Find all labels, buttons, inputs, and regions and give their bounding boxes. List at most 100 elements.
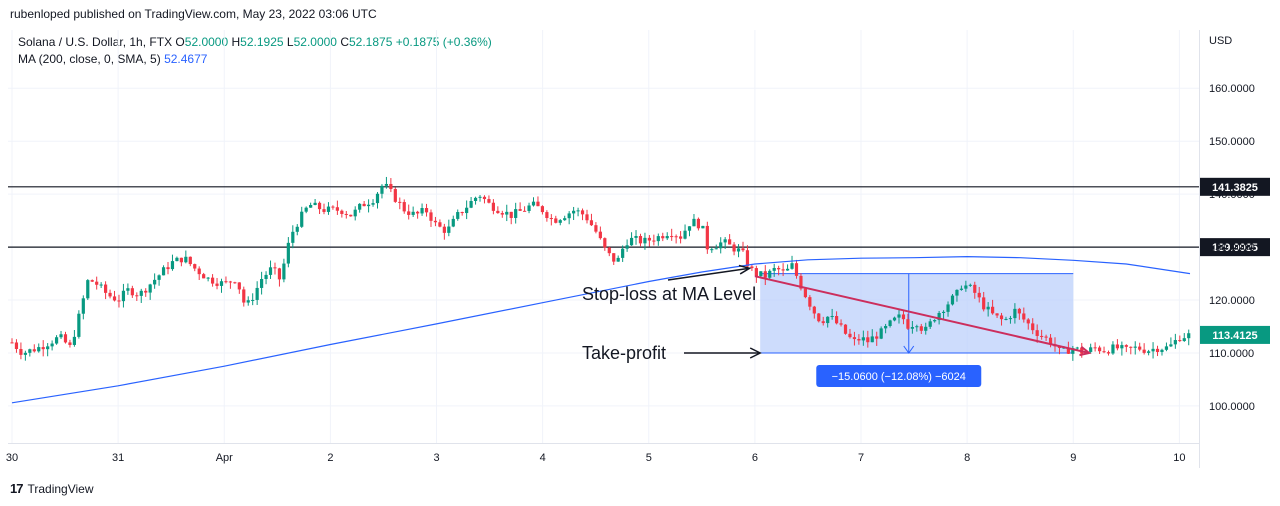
candle-body [375, 193, 380, 204]
candle-body [420, 208, 424, 214]
candle-body [1044, 336, 1048, 338]
candle-body [161, 267, 166, 276]
candle-body [1026, 319, 1030, 324]
candle-body [295, 226, 299, 232]
candle-body [99, 284, 103, 286]
candle-body [112, 296, 117, 301]
candle-body [772, 267, 776, 271]
candle-body [384, 183, 389, 186]
candle-body [995, 313, 999, 316]
candle-body [518, 209, 522, 211]
candle-body [826, 316, 830, 324]
candle-body [531, 201, 536, 206]
candle-body [1151, 348, 1155, 352]
candle-body [580, 210, 585, 215]
candle-body [1187, 333, 1191, 339]
candle-body [1133, 346, 1137, 348]
measure-label: −15.0600 (−12.08%) −6024 [832, 371, 966, 383]
candle-body [215, 283, 219, 286]
candle-body [745, 250, 750, 267]
candle-body [754, 268, 758, 277]
candle-body [892, 317, 897, 321]
candle-body [514, 209, 518, 218]
candle-body [402, 202, 406, 212]
candle-body [335, 207, 339, 211]
candle-body [714, 248, 718, 250]
candle-body [54, 337, 59, 344]
moving-average-line[interactable] [11, 255, 1191, 404]
candle-body [90, 280, 94, 282]
candle-body [750, 266, 754, 269]
candle-body [977, 292, 981, 298]
candle-body [799, 275, 803, 289]
candle-body [496, 210, 500, 214]
candle-body [848, 333, 852, 338]
candle-body [919, 326, 923, 331]
annotation-take-profit: Take-profit [582, 343, 666, 363]
candle-body [736, 248, 741, 252]
candle-body [870, 336, 874, 343]
candle-body [170, 261, 175, 270]
candle-body [179, 257, 183, 263]
candle-body [884, 325, 888, 329]
candle-body [843, 324, 848, 334]
candle-body [830, 316, 834, 318]
candle-body [77, 313, 81, 337]
candle-body [701, 225, 705, 229]
y-tick-label: 100.0000 [1209, 401, 1255, 413]
candle-body [763, 271, 767, 278]
candle-body [429, 212, 433, 221]
candle-body [959, 288, 964, 290]
candle-body [785, 268, 790, 271]
candle-body [1071, 348, 1075, 354]
candle-body [549, 218, 553, 220]
candle-body [1129, 346, 1133, 348]
candle-body [210, 277, 215, 284]
candle-body [41, 347, 45, 350]
candle-body [1022, 313, 1026, 320]
x-tick-label: 2 [327, 452, 333, 464]
candle-body [554, 218, 558, 223]
candle-body [86, 280, 90, 299]
candle-body [1048, 337, 1053, 345]
footer-brand[interactable]: 17 TradingView [10, 481, 94, 496]
candle-body [946, 304, 950, 312]
x-tick-label: 8 [964, 452, 970, 464]
candle-body [260, 278, 264, 288]
candle-body [915, 326, 919, 328]
candle-body [358, 203, 362, 210]
candle-body [1106, 352, 1111, 354]
candle-body [879, 328, 883, 339]
candle-body [1017, 308, 1021, 314]
candle-body [732, 244, 736, 252]
candle-body [81, 298, 85, 314]
x-tick-label: 5 [646, 452, 652, 464]
candle-body [621, 248, 625, 258]
x-tick-label: 3 [433, 452, 439, 464]
candle-body [638, 235, 643, 244]
candle-body [237, 282, 241, 290]
candle-body [473, 197, 478, 202]
trendline[interactable] [754, 275, 1090, 354]
candle-body [228, 281, 233, 283]
candle-body [14, 342, 19, 350]
ma-label[interactable]: MA (200, close, 0, SMA, 5) [18, 52, 161, 66]
candle-body [683, 230, 687, 239]
candle-body [291, 231, 295, 243]
candle-body [603, 238, 607, 248]
candle-body [634, 235, 638, 238]
candle-body [478, 196, 482, 198]
candle-body [594, 225, 598, 232]
symbol-label[interactable]: Solana / U.S. Dollar, 1h, FTX [18, 35, 173, 49]
candle-body [197, 268, 201, 275]
candle-body [144, 290, 148, 293]
candle-body [768, 270, 772, 278]
candle-body [344, 213, 348, 215]
x-tick-label: 30 [6, 452, 18, 464]
tradingview-brand: TradingView [27, 481, 94, 496]
candle-body [928, 321, 932, 327]
candle-body [1173, 340, 1177, 345]
candle-body [1120, 345, 1124, 349]
candle-body [340, 210, 344, 214]
